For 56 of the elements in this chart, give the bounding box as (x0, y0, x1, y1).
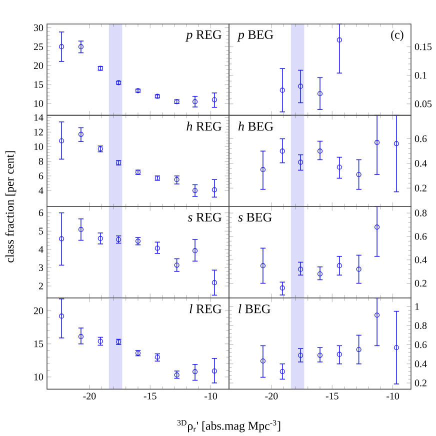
y-tick-label: 20 (34, 307, 44, 314)
point (154, 246, 160, 251)
y-tick-label: 1 (415, 303, 419, 310)
x-tick-label: -10 (386, 392, 400, 400)
y-tick-label: 0.2 (414, 184, 426, 192)
y-tick-label: 15 (34, 81, 44, 88)
y-tick-label: 0.4 (414, 360, 427, 368)
point (98, 236, 103, 241)
point (192, 99, 198, 104)
y-tick-label: 0.2 (414, 380, 426, 386)
y-tick-label: 6 (38, 209, 44, 216)
y-tick-label: 0.4 (414, 160, 427, 167)
chart-title: s REG (188, 212, 222, 222)
y-tick-label: 20 (34, 62, 44, 70)
y-tick-label: 15 (34, 340, 44, 348)
y-tick-label: 4 (38, 187, 44, 194)
y-tick-label: 4 (38, 246, 44, 253)
y-tick-label: 10 (34, 100, 44, 107)
annotation: (c) (391, 30, 404, 42)
x-tick-label: -15 (144, 392, 156, 400)
y-tick-label: 0.8 (414, 210, 427, 216)
y-tick-label: 8 (38, 158, 44, 165)
y-tick-label: 25 (34, 43, 44, 50)
y-tick-label: 10 (34, 143, 44, 150)
x-tick-label: -20 (83, 392, 96, 400)
y-tick-label: 0.6 (414, 341, 427, 348)
point (192, 188, 198, 194)
y-tick-label: 0.2 (414, 280, 426, 287)
y-tick-label: 6 (38, 172, 44, 180)
y-tick-label: 0.6 (414, 233, 427, 240)
y-tick-label: 14 (34, 114, 44, 121)
y-tick-label: 0.1 (414, 72, 426, 79)
y-tick-label: 0.6 (414, 135, 427, 142)
y-tick-label: 10 (34, 374, 44, 380)
chart-title: l REG (190, 304, 222, 314)
y-tick-label: 0.05 (414, 100, 432, 108)
y-tick-label: 0.4 (414, 256, 427, 264)
y-tick-label: 30 (34, 24, 44, 32)
chart-title: h BEG (238, 122, 274, 131)
chart-title: p REG (185, 30, 222, 42)
x-tick-label: -15 (326, 392, 338, 400)
chart-title: l BEG (238, 304, 270, 314)
point (78, 44, 84, 50)
x-tick-label: -10 (204, 392, 218, 400)
y-tick-label: 5 (39, 228, 44, 234)
y-tick-label: 0.15 (414, 43, 432, 50)
chart-title: h REG (186, 122, 222, 131)
chart-title: p BEG (237, 30, 274, 42)
y-tick-label: 0.8 (414, 322, 427, 330)
x-tick-label: -20 (265, 392, 278, 400)
chart-title: s BEG (238, 212, 272, 222)
y-tick-label: 3 (38, 264, 44, 272)
y-tick-label: 2 (38, 282, 43, 290)
y-axis-title: class fraction [per cent] (5, 151, 16, 262)
x-axis-title: $^{3D}$ρ$_{r}$' [abs.mag Mpc$^{-3}$] (177, 420, 280, 432)
y-tick-label: 12 (34, 128, 43, 136)
